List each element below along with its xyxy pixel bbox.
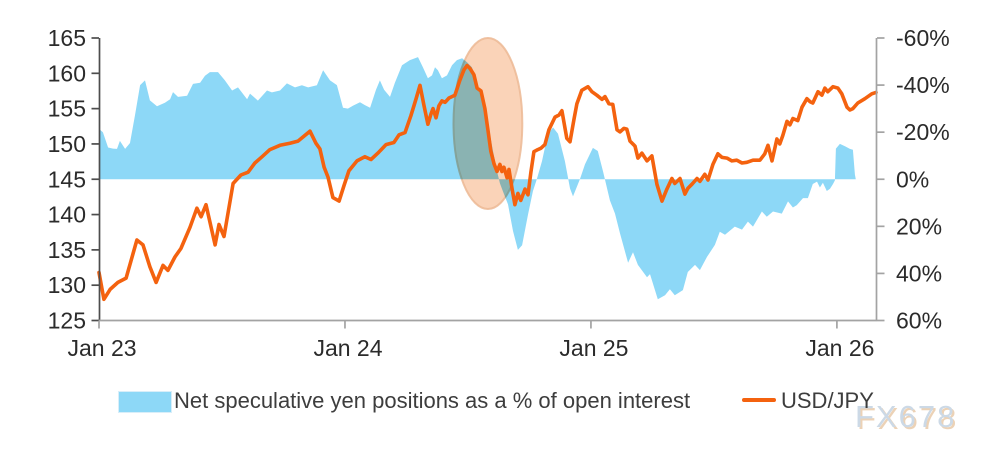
chart-legend: Net speculative yen positions as a % of … — [0, 385, 989, 419]
y-axis-right-tick-label: -40% — [896, 72, 950, 98]
y-axis-right-tick-label: 20% — [896, 213, 942, 239]
y-axis-right-tick-label: 60% — [896, 308, 942, 334]
watermark: FX678 — [855, 399, 957, 434]
y-axis-left-tick-label: 150 — [48, 131, 86, 157]
y-axis-left-tick-label: 135 — [48, 237, 86, 263]
y-axis-right-tick-label: -60% — [896, 25, 950, 51]
x-axis-tick-label: Jan 24 — [313, 335, 382, 361]
usdjpy-legend-line-swatch — [742, 398, 776, 402]
y-axis-right-tick-label: 40% — [896, 260, 942, 286]
x-axis-tick-label: Jan 26 — [805, 335, 874, 361]
y-axis-left-tick-label: 165 — [48, 25, 86, 51]
y-axis-right-tick-label: 0% — [896, 166, 929, 192]
x-axis-tick-label: Jan 23 — [67, 335, 136, 361]
y-axis-left-tick-label: 140 — [48, 202, 86, 228]
y-axis-left-tick-label: 155 — [48, 96, 86, 122]
y-axis-left-tick-label: 130 — [48, 272, 86, 298]
usdjpy-line-series — [97, 63, 878, 302]
y-axis-left-tick-label: 125 — [48, 308, 86, 334]
y-axis-left-tick-label: 160 — [48, 60, 86, 86]
x-axis-tick-label: Jan 25 — [559, 335, 628, 361]
yen-positions-legend-label: Net speculative yen positions as a % of … — [174, 388, 691, 413]
y-axis-right-tick-label: -20% — [896, 119, 950, 145]
usdjpy-legend-label: USD/JPY — [781, 388, 874, 413]
yen-positions-legend-swatch — [118, 391, 172, 413]
y-axis-left-tick-label: 145 — [48, 166, 86, 192]
